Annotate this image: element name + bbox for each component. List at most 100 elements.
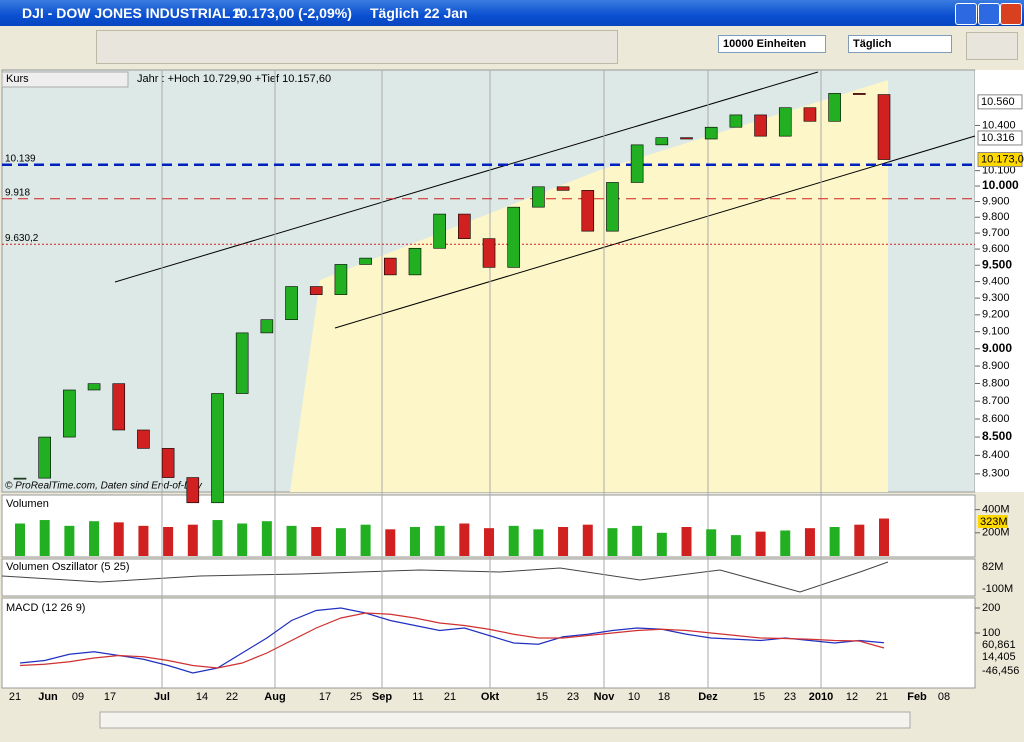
y-tick-label: 9.400 bbox=[982, 276, 1010, 288]
level-label: 9.630,2 bbox=[5, 233, 39, 244]
axis-label: -100M bbox=[982, 583, 1013, 595]
y-tick-label: 200M bbox=[982, 527, 1010, 539]
panel-title: Kurs bbox=[6, 73, 29, 85]
volume-bar bbox=[409, 527, 420, 556]
area-shade bbox=[290, 80, 888, 492]
panel-title: Volumen bbox=[6, 498, 49, 510]
volume-bar bbox=[113, 522, 124, 556]
x-tick-label: 21 bbox=[444, 691, 456, 703]
candle bbox=[408, 247, 422, 276]
x-tick-label: Okt bbox=[481, 691, 500, 703]
volume-bar bbox=[138, 525, 149, 556]
macd-panel bbox=[1, 597, 976, 689]
channel-line bbox=[334, 135, 976, 329]
x-tick-label: Nov bbox=[594, 691, 616, 703]
interval-dropdown[interactable]: Täglich bbox=[848, 35, 952, 53]
drawing-toolbar[interactable] bbox=[96, 30, 618, 64]
candle bbox=[482, 238, 496, 268]
volume-bar bbox=[163, 527, 174, 556]
y-tick-label: 9.600 bbox=[982, 243, 1010, 255]
volume-bar bbox=[533, 529, 544, 556]
price-marker bbox=[977, 94, 1023, 110]
candle bbox=[309, 286, 323, 295]
close-button[interactable] bbox=[1000, 3, 1022, 25]
y-tick-label: 9.100 bbox=[982, 326, 1010, 338]
copyright: © ProRealTime.com, Daten sind End-of-Day bbox=[5, 481, 203, 492]
volume-bar bbox=[286, 525, 297, 556]
volume-bar bbox=[311, 527, 322, 556]
maximize-button[interactable] bbox=[978, 3, 1000, 25]
y-tick-label: 8.900 bbox=[982, 360, 1010, 372]
readout: 14,405 bbox=[982, 651, 1016, 663]
candle bbox=[704, 126, 718, 140]
panel-title: Volumen Oszillator (5 25) bbox=[6, 561, 130, 573]
volume-bar bbox=[64, 525, 75, 556]
price-marker bbox=[977, 130, 1023, 146]
x-tick-label: Sep bbox=[372, 691, 392, 703]
candle bbox=[877, 94, 891, 160]
panel-title: MACD (12 26 9) bbox=[6, 602, 85, 614]
indicator-button[interactable] bbox=[966, 32, 1018, 60]
volume-bar bbox=[212, 520, 223, 556]
volume-bar bbox=[582, 524, 593, 556]
volume-bar bbox=[607, 528, 618, 556]
y-tick-label: 9.900 bbox=[982, 195, 1010, 207]
range-info: Jahr : +Hoch 10.729,90 +Tief 10.157,60 bbox=[137, 73, 331, 85]
candle bbox=[285, 286, 298, 320]
x-tick-label: 15 bbox=[536, 691, 548, 703]
candle bbox=[606, 182, 619, 232]
candle bbox=[63, 389, 76, 438]
minimize-button[interactable] bbox=[955, 3, 977, 25]
candle bbox=[186, 477, 200, 504]
volume-bar bbox=[89, 521, 100, 556]
x-tick-label: 21 bbox=[9, 691, 21, 703]
units-dropdown[interactable]: 10000 Einheiten bbox=[718, 35, 826, 53]
candle bbox=[729, 114, 743, 128]
x-tick-label: 12 bbox=[846, 691, 858, 703]
y-tick-label: 10.100 bbox=[982, 165, 1016, 177]
x-tick-label: 25 bbox=[350, 691, 362, 703]
x-tick-label: 10 bbox=[628, 691, 640, 703]
signal-line bbox=[19, 612, 885, 669]
candle bbox=[112, 383, 126, 431]
price-marker-label: 10.560 bbox=[981, 96, 1015, 108]
y-tick-label: 8.300 bbox=[982, 468, 1010, 480]
x-tick-label: 09 bbox=[72, 691, 84, 703]
volume-bar bbox=[656, 532, 667, 556]
symbol: DJI - DOW JONES INDUSTRIAL A bbox=[22, 5, 244, 21]
period: Täglich bbox=[370, 5, 420, 21]
level-label: 9.918 bbox=[5, 187, 30, 198]
candle bbox=[359, 257, 372, 265]
candle bbox=[630, 144, 644, 183]
channel-line bbox=[114, 71, 819, 283]
candle bbox=[655, 137, 669, 146]
readout: 60,861 bbox=[982, 639, 1016, 651]
price-panel bbox=[1, 69, 976, 493]
candle bbox=[680, 137, 693, 140]
x-tick-label: Feb bbox=[907, 691, 927, 703]
volume-bar bbox=[335, 528, 346, 556]
y-tick-label: 400M bbox=[982, 504, 1010, 516]
y-tick-label: 9.300 bbox=[982, 292, 1010, 304]
x-tick-label: 18 bbox=[658, 691, 670, 703]
x-tick-label: Aug bbox=[264, 691, 285, 703]
volume-bar bbox=[780, 530, 791, 556]
level-label: 10.139 bbox=[5, 153, 36, 164]
scrollbar[interactable] bbox=[99, 711, 911, 729]
date: 22 Jan bbox=[424, 5, 468, 21]
volume-bar bbox=[706, 529, 717, 556]
volume-bar bbox=[755, 531, 766, 556]
x-tick-label: Dez bbox=[698, 691, 718, 703]
y-tick-label: 9.700 bbox=[982, 227, 1010, 239]
panel-header bbox=[1, 71, 129, 88]
y-tick-label: 10.400 bbox=[982, 119, 1016, 131]
volume-bar bbox=[879, 518, 889, 556]
candle bbox=[137, 429, 150, 449]
candle bbox=[260, 319, 274, 334]
candle bbox=[38, 436, 51, 479]
x-tick-label: Jun bbox=[38, 691, 58, 703]
candle bbox=[853, 93, 866, 95]
candle bbox=[211, 393, 224, 504]
x-tick-label: 22 bbox=[226, 691, 238, 703]
